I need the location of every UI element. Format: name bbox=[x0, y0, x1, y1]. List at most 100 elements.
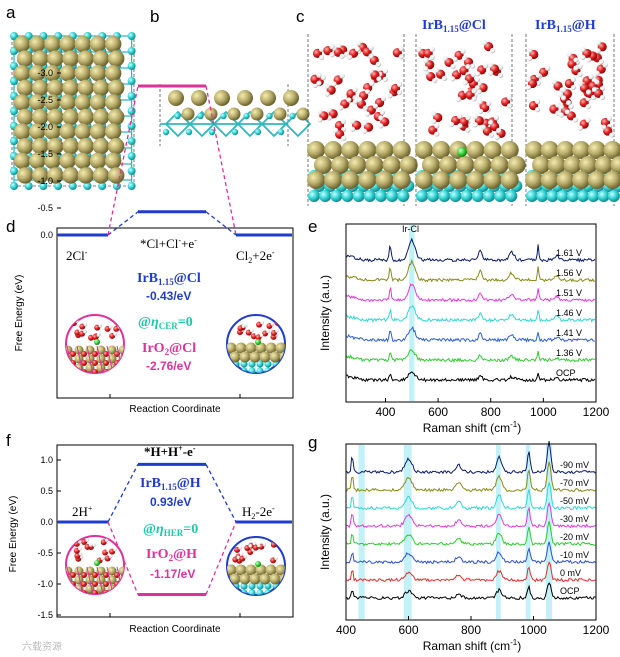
bond bbox=[96, 345, 104, 373]
iridium-atom bbox=[227, 342, 237, 354]
iridium-atom bbox=[92, 50, 110, 67]
hydrogen-atom bbox=[599, 94, 606, 100]
hydrogen-atom bbox=[497, 72, 504, 78]
hydrogen-atom bbox=[586, 57, 592, 63]
highlight-band bbox=[546, 445, 553, 619]
y-tick-label: 0.0 bbox=[40, 230, 53, 240]
boron-atom bbox=[227, 582, 232, 590]
hydrogen-atom bbox=[594, 70, 600, 76]
iridium-atom bbox=[324, 171, 343, 189]
iridium-atom bbox=[507, 156, 526, 174]
iridium-atom bbox=[382, 156, 401, 174]
hydrogen-atom bbox=[108, 554, 113, 559]
hydrogen-atom bbox=[317, 117, 323, 123]
boron-atom bbox=[10, 167, 18, 175]
panel-e-xlabel: Raman shift (cm-1) bbox=[423, 420, 521, 435]
iridium-atom bbox=[229, 351, 241, 363]
hydrogen-atom bbox=[423, 58, 429, 64]
hydrogen-atom bbox=[380, 96, 387, 102]
boron-atom bbox=[10, 137, 18, 145]
adsorbate-atom bbox=[255, 339, 261, 345]
boron-atom bbox=[330, 190, 343, 202]
iridium-atom bbox=[13, 94, 31, 111]
iridium-atom bbox=[89, 123, 107, 140]
iridium-atom bbox=[16, 108, 34, 126]
panel-c-title-irb-cl: IrB1.15@Cl bbox=[422, 18, 486, 34]
boron-atom bbox=[319, 190, 332, 202]
hydrogen-atom bbox=[457, 113, 463, 120]
hydrogen-atom bbox=[106, 548, 110, 553]
iridium-atom bbox=[105, 152, 122, 169]
hydrogen-atom bbox=[78, 540, 82, 544]
oxygen-atom bbox=[81, 572, 87, 578]
y-tick-label: -2.0 bbox=[37, 122, 53, 132]
hydrogen-atom bbox=[368, 53, 374, 59]
hydrogen-atom bbox=[461, 55, 468, 61]
hydrogen-atom bbox=[260, 320, 264, 325]
hydrogen-atom bbox=[350, 126, 356, 132]
hydrogen-atom bbox=[378, 115, 384, 121]
iridium-atom bbox=[439, 156, 458, 174]
hydrogen-atom bbox=[558, 104, 564, 110]
iridium-atom bbox=[118, 566, 124, 576]
panel-c-interface-models bbox=[307, 34, 620, 206]
boron-atom bbox=[438, 190, 451, 202]
series-label: -10 mV bbox=[560, 550, 589, 560]
boron-atom bbox=[127, 107, 136, 115]
iridium-atom bbox=[59, 152, 76, 169]
hydrogen-atom bbox=[474, 85, 480, 91]
highlight-band bbox=[496, 445, 501, 619]
hydrogen-atom bbox=[278, 319, 283, 323]
oxygen-atom bbox=[114, 590, 120, 594]
hydrogen-atom bbox=[275, 329, 279, 333]
hydrogen-atom bbox=[104, 538, 109, 543]
hydrogen-atom bbox=[570, 76, 577, 83]
iridium-atom bbox=[29, 152, 46, 169]
boron-atom bbox=[280, 360, 285, 368]
panel-f-right-state: H2-2e- bbox=[242, 504, 275, 521]
y-tick-label: -1.0 bbox=[37, 579, 53, 589]
series-label: 0 mV bbox=[560, 568, 581, 578]
series-label: -20 mV bbox=[560, 532, 589, 542]
hydrogen-atom bbox=[238, 546, 242, 550]
iridium-atom bbox=[74, 575, 84, 585]
iridium-atom bbox=[29, 94, 46, 111]
hydrogen-atom bbox=[329, 44, 335, 50]
iridium-atom bbox=[105, 94, 122, 111]
boron-atom bbox=[10, 32, 18, 40]
panel-e-highlight-band bbox=[409, 225, 415, 401]
series-line--20-mv bbox=[346, 520, 596, 547]
iridium-atom bbox=[181, 107, 195, 121]
panel-label-a: a bbox=[6, 3, 16, 22]
hydrogen-atom bbox=[382, 76, 389, 82]
hydrogen-atom bbox=[241, 324, 246, 329]
chlorine-atom bbox=[457, 147, 467, 157]
iridium-atom bbox=[483, 141, 502, 159]
y-tick-label: -0.5 bbox=[37, 548, 53, 558]
boron-atom bbox=[127, 92, 136, 100]
hydrogen-atom bbox=[355, 40, 362, 46]
panel-c-title-irb-h: IrB1.15@H bbox=[535, 18, 596, 34]
iridium-atom bbox=[432, 141, 451, 159]
hydrogen-atom bbox=[368, 68, 374, 74]
iro2-connector bbox=[205, 521, 237, 595]
x-tick-label: 1000 bbox=[530, 405, 557, 419]
hydrogen-atom bbox=[442, 55, 448, 62]
series-label: -50 mV bbox=[560, 496, 589, 506]
series-label: OCP bbox=[560, 586, 580, 596]
iridium-atom bbox=[74, 94, 92, 111]
hydrogen-atom bbox=[507, 103, 513, 109]
hydrogen-atom bbox=[259, 333, 264, 338]
boron-atom bbox=[494, 190, 507, 202]
panel-d-inset-iro2 bbox=[65, 314, 125, 374]
panel-g-ylabel: Intensity (a.u.) bbox=[318, 494, 332, 570]
panel-g-raman-chart: OCP 0 mV -10 mV -20 mV -30 mV -50 mV -70 mV -90… bbox=[318, 441, 610, 653]
iridium-atom bbox=[13, 65, 31, 82]
iridium-atom bbox=[227, 107, 241, 121]
iridium-atom bbox=[235, 564, 247, 576]
hydrogen-atom bbox=[534, 107, 541, 113]
iridium-atom bbox=[74, 65, 92, 82]
hydrogen-atom bbox=[352, 87, 358, 93]
iridium-atom bbox=[260, 90, 276, 106]
